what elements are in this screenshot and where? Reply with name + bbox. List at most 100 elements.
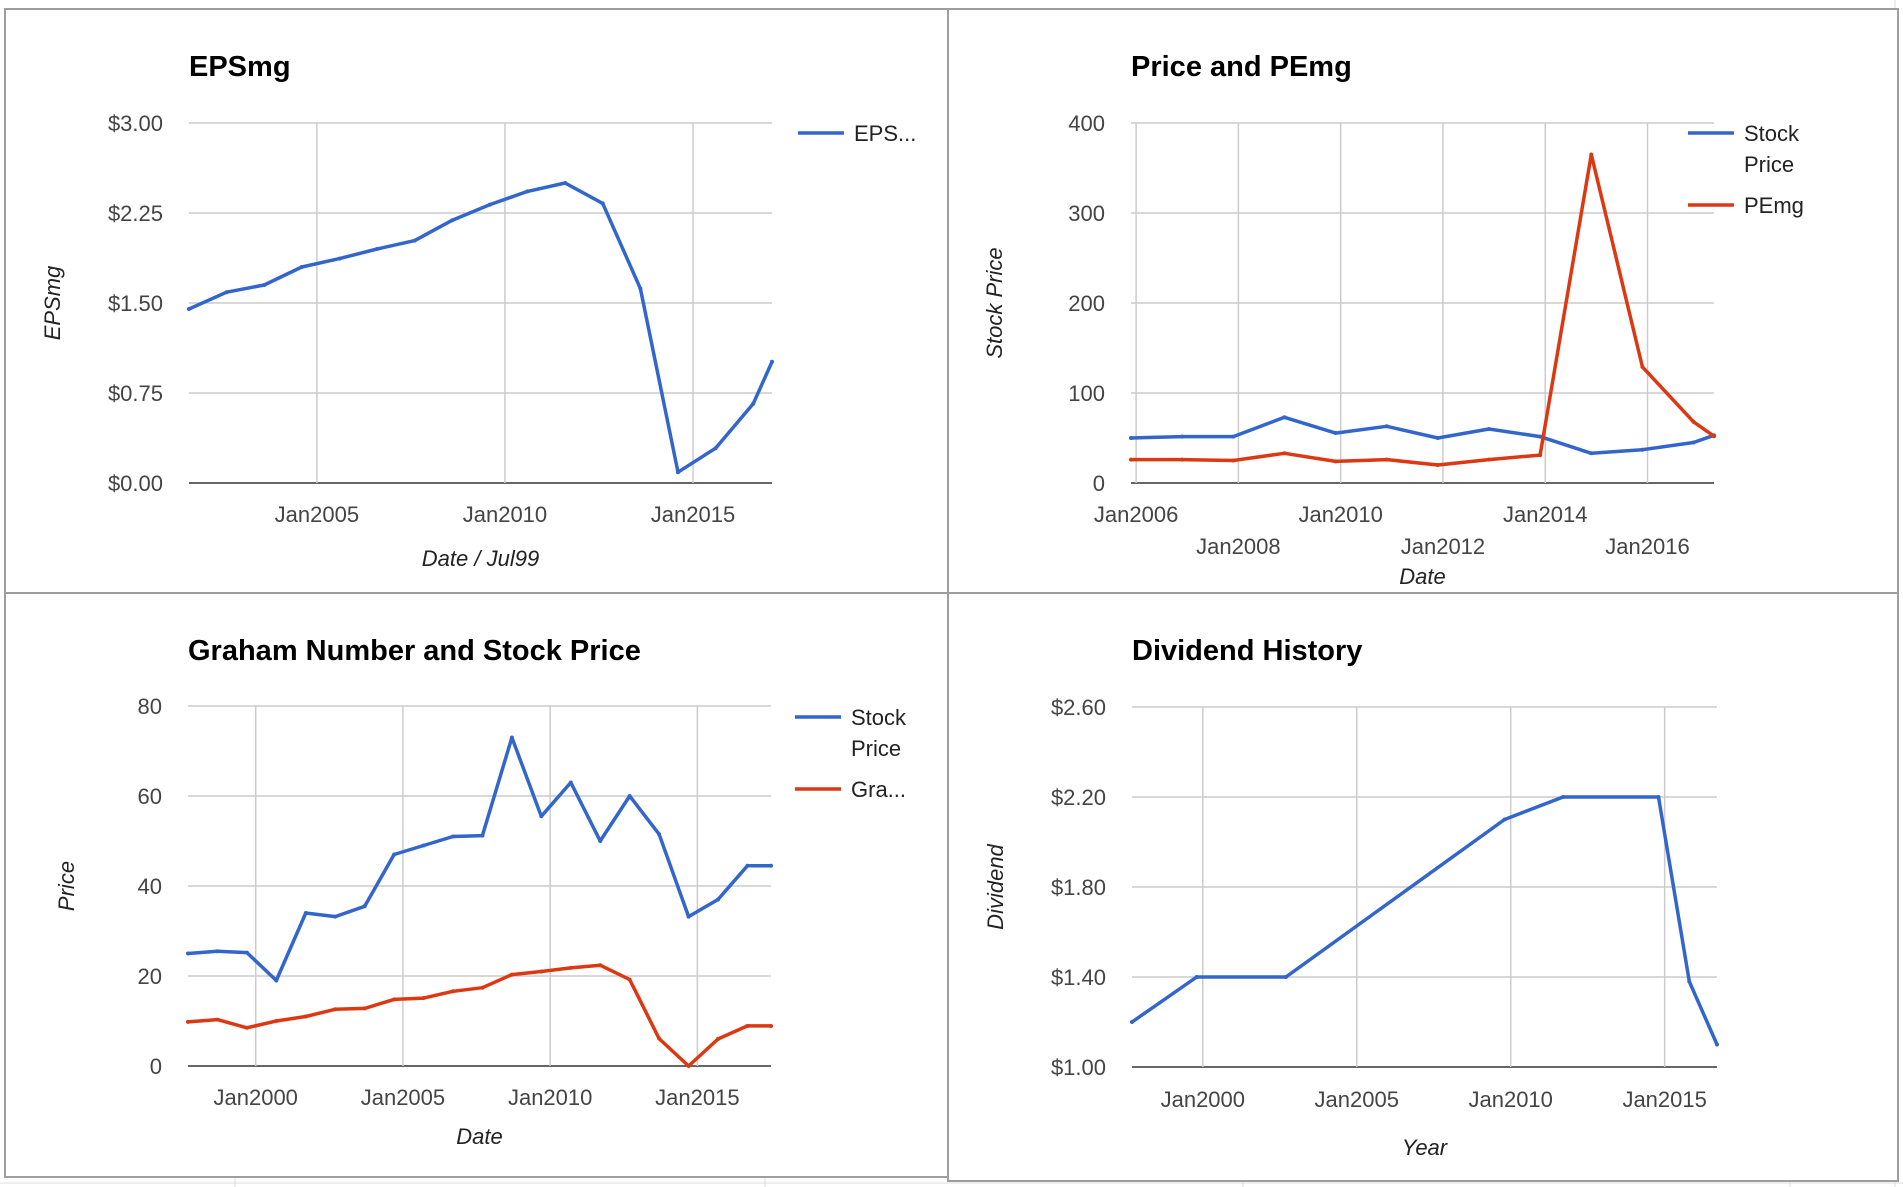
- data-point: [539, 969, 544, 974]
- x-tick-label: Jan2005: [275, 502, 359, 527]
- data-point: [450, 218, 455, 223]
- x-axis-title: Date: [1399, 564, 1445, 589]
- data-point: [392, 852, 397, 857]
- data-point: [568, 780, 573, 785]
- data-point: [1561, 795, 1566, 799]
- data-point: [1282, 415, 1287, 420]
- y-tick-label: 20: [138, 964, 162, 989]
- chart-panel-graham[interactable]: Graham Number and Stock Price 0 20 40 60 80 Ja…: [4, 592, 949, 1178]
- x-tick-label: Jan2015: [655, 1085, 739, 1110]
- y-tick-label: $2.25: [108, 201, 163, 226]
- y-tick-label: $0.75: [108, 381, 163, 406]
- data-point: [769, 863, 773, 868]
- data-point: [627, 794, 632, 798]
- y-tick-label: $1.80: [1051, 875, 1106, 900]
- x-tick-label: Jan2015: [1622, 1087, 1706, 1112]
- data-point: [480, 985, 485, 990]
- y-axis-title: Price: [54, 861, 79, 911]
- y-tick-label: 200: [1068, 291, 1105, 316]
- data-point: [1333, 459, 1338, 464]
- y-tick-label: $2.60: [1051, 695, 1106, 720]
- y-tick-label: $1.00: [1051, 1055, 1106, 1080]
- data-point: [1231, 434, 1236, 439]
- chart-panel-price-pemg[interactable]: Price and PEmg 0 100 200 300 400 Jan2006 Jan200…: [947, 8, 1899, 594]
- y-tick-label: 80: [138, 694, 162, 719]
- data-point: [451, 989, 455, 994]
- data-point: [186, 1019, 190, 1024]
- data-point: [215, 1017, 220, 1022]
- y-axis-title: Dividend: [983, 843, 1008, 929]
- x-tick-label: Jan2014: [1503, 502, 1587, 527]
- data-point: [224, 290, 229, 295]
- data-point: [1129, 436, 1133, 440]
- data-point: [751, 401, 756, 406]
- y-tick-label: 400: [1068, 111, 1105, 136]
- series-line-pemg: [1129, 152, 1716, 467]
- data-point: [638, 286, 643, 291]
- x-tick-label: Jan2010: [463, 502, 547, 527]
- price-pemg-chart: Price and PEmg 0 100 200 300 400 Jan2006 Jan200…: [982, 51, 1804, 589]
- data-point: [1687, 979, 1692, 984]
- data-point: [1486, 427, 1491, 431]
- x-axis-title: Date: [456, 1124, 502, 1149]
- data-point: [1384, 424, 1389, 429]
- data-point: [1435, 436, 1440, 440]
- data-point: [412, 238, 417, 243]
- data-point: [1231, 458, 1236, 463]
- data-point: [362, 1006, 367, 1011]
- data-point: [716, 897, 720, 902]
- data-point: [480, 833, 485, 838]
- data-point: [770, 359, 774, 364]
- data-point: [274, 978, 279, 983]
- chart-panel-epsmg[interactable]: EPSmg $0.00 $0.75 $1.50 $2.25 $3.00 Jan2005 Jan…: [4, 8, 949, 594]
- data-point: [1129, 457, 1133, 462]
- data-point: [509, 735, 514, 740]
- x-tick-label: Jan2006: [1094, 502, 1178, 527]
- x-tick-label: Jan2012: [1401, 534, 1485, 559]
- y-tick-label: $1.50: [108, 291, 163, 316]
- data-point: [1130, 1020, 1134, 1024]
- y-tick-label: 40: [138, 874, 162, 899]
- data-point: [716, 1037, 720, 1041]
- x-axis-title: Year: [1402, 1135, 1449, 1160]
- data-point: [1180, 457, 1185, 462]
- data-point: [186, 951, 190, 956]
- data-point: [509, 972, 514, 977]
- chart-panel-dividend[interactable]: Dividend History $1.00 $1.40 $1.80 $2.20 $2.6…: [947, 592, 1899, 1182]
- data-point: [487, 202, 492, 207]
- data-point: [1538, 434, 1543, 439]
- chart-title: Price and PEmg: [1131, 51, 1352, 83]
- series-line-stock-price: [1129, 415, 1716, 456]
- data-point: [1435, 463, 1440, 467]
- data-point: [769, 1023, 773, 1028]
- x-tick-label: Jan2000: [1161, 1087, 1245, 1112]
- data-point: [568, 965, 573, 970]
- data-point: [392, 997, 397, 1002]
- y-tick-label: 60: [138, 784, 162, 809]
- x-tick-label: Jan2005: [361, 1085, 445, 1110]
- x-axis-title: Date / Jul99: [422, 546, 539, 571]
- x-tick-label: Jan2016: [1605, 534, 1689, 559]
- x-tick-label: Jan2015: [651, 502, 735, 527]
- data-point: [745, 1023, 750, 1028]
- data-point: [244, 1025, 249, 1030]
- series-line-eps: [187, 181, 774, 474]
- data-point: [1640, 364, 1645, 369]
- data-point: [1502, 817, 1507, 822]
- chart-title: EPSmg: [189, 51, 291, 83]
- legend-label: Stock Price: [851, 705, 907, 761]
- y-axis-title: Stock Price: [982, 247, 1007, 358]
- data-point: [713, 446, 718, 451]
- data-point: [1589, 451, 1594, 456]
- legend-label: Gra...: [851, 777, 906, 802]
- data-point: [1691, 440, 1696, 445]
- chart-title: Graham Number and Stock Price: [188, 635, 641, 667]
- data-point: [598, 839, 603, 843]
- data-point: [333, 1007, 338, 1012]
- data-point: [362, 904, 367, 909]
- series-line-dividend: [1130, 795, 1719, 1047]
- y-tick-label: $0.00: [108, 471, 163, 496]
- data-point: [525, 189, 530, 194]
- x-tick-label: Jan2010: [1298, 502, 1382, 527]
- data-point: [1282, 451, 1287, 456]
